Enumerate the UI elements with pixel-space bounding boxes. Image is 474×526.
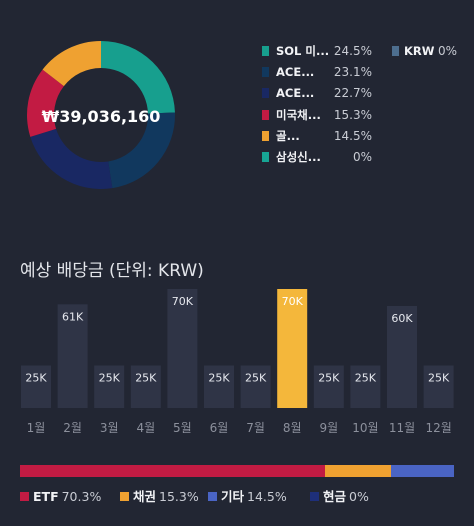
legend-name: SOL 미... [276,44,330,58]
bar-value-label: 25K [355,372,377,385]
month-tick-label: 12월 [425,421,451,435]
bar-value-label: 70K [282,295,304,308]
bar-value-label: 25K [99,372,121,385]
legend-swatch [20,492,29,501]
legend-item[interactable]: SOL 미... 24.5% [262,42,392,63]
dividend-bar[interactable] [21,365,51,409]
bar-value-label: 25K [428,372,450,385]
legend-item[interactable]: ACE... 22.7% [262,84,392,105]
bar-value-label: 25K [208,372,230,385]
dividend-bar[interactable] [204,365,234,409]
legend-name: 삼성신... [276,149,321,164]
month-tick-label: 8월 [283,421,302,435]
month-tick-label: 6월 [210,421,229,435]
month-tick-label: 1월 [27,421,46,435]
legend-percent: 0% [349,489,369,504]
legend-name: 현금 [323,489,347,504]
allocation-stacked-bar [20,465,454,477]
legend-swatch [208,492,217,501]
donut-slice[interactable] [42,41,101,87]
legend-percent: 70.3% [61,489,102,504]
legend-name: KRW [404,44,435,58]
month-tick-label: 2월 [63,421,82,435]
legend-swatch [262,46,269,56]
bar-value-label: 60K [391,312,413,325]
allocation-legend-item[interactable]: ETF 70.3% [20,488,101,506]
legend-percent: 0% [438,44,458,58]
legend-name: 채권 [133,489,157,504]
legend-item[interactable]: 삼성신... 0% [262,148,392,169]
legend-name: 골... [276,128,300,143]
dividend-bar[interactable] [423,365,454,409]
legend-name: 기타 [221,489,245,504]
donut-slice[interactable] [26,69,64,137]
legend-item[interactable]: 골... 14.5% [262,127,392,148]
dividend-bar[interactable] [57,304,88,408]
legend-item[interactable]: ACE... 23.1% [262,63,392,84]
month-tick-label: 3월 [100,421,119,435]
dividend-bar[interactable] [130,365,161,409]
portfolio-summary: ₩39,036,160 SOL 미... 24.5% ACE... 23.1% ACE.… [0,0,474,230]
month-tick-label: 9월 [319,421,338,435]
bar-value-label: 61K [62,310,84,323]
legend-swatch [310,492,319,501]
dividend-bar[interactable] [94,365,125,409]
legend-name: ACE... [276,86,315,101]
dividend-bar[interactable] [167,289,198,408]
monthly-dividend-chart: 25K 1월 61K 2월 25K 3월 25K 4월 70K 5월 25K 6월 25K 7월 70K 8월… [21,289,454,435]
legend-swatch [262,130,269,141]
allocation-legend-item[interactable]: 채권 15.3% [120,488,199,506]
portfolio-donut-chart[interactable]: ₩39,036,160 [0,0,240,230]
month-tick-label: 10월 [352,421,378,435]
donut-slice[interactable] [101,41,175,114]
month-tick-label: 5월 [173,421,192,435]
donut-slice[interactable] [108,112,175,189]
dividend-bar[interactable] [313,365,344,409]
legend-percent: 0% [352,149,372,164]
legend-percent: 22.7% [333,86,372,101]
legend-percent: 14.5% [333,128,372,143]
legend-percent: 15.3% [159,489,199,504]
bar-value-label: 25K [245,372,267,385]
legend-swatch [262,109,269,120]
legend-item[interactable]: 미국채... 15.3% [262,106,392,127]
month-tick-label: 7월 [246,421,265,435]
bar-value-label: 25K [25,372,47,385]
month-tick-label: 4월 [136,421,155,435]
legend-swatch [262,88,269,99]
allocation-legend-item[interactable]: 기타 14.5% [208,488,287,506]
month-tick-label: 11월 [389,421,415,435]
legend-swatch [262,151,269,162]
legend-name: ACE... [276,65,315,80]
allocation-segment[interactable] [20,465,325,477]
bar-value-label: 25K [318,372,340,385]
donut-slice[interactable] [30,128,113,189]
legend-percent: 24.5% [333,44,372,58]
dividend-bar[interactable] [350,365,381,409]
bar-value-label: 70K [172,295,194,308]
legend-swatch [262,67,269,78]
dividend-bar[interactable] [387,306,417,408]
legend-swatch [120,492,129,501]
legend-name: ETF [33,489,59,504]
portfolio-total-value: ₩39,036,160 [42,107,161,126]
legend-name: 미국채... [276,107,321,122]
allocation-legend-item[interactable]: 현금 0% [310,488,369,506]
dividends-title: 예상 배당금 (단위: KRW) [20,261,204,281]
dividend-bar[interactable] [277,289,308,408]
allocation-segment[interactable] [391,465,454,477]
bar-value-label: 25K [135,372,157,385]
legend-swatch [392,46,399,56]
portfolio-legend: SOL 미... 24.5% ACE... 23.1% ACE... 22.7% 미국채..… [262,42,392,169]
legend-percent: 23.1% [333,65,372,80]
allocation-segment[interactable] [324,465,392,477]
legend-percent: 15.3% [333,107,372,122]
dividend-bar[interactable] [240,365,271,409]
legend-percent: 14.5% [247,489,287,504]
